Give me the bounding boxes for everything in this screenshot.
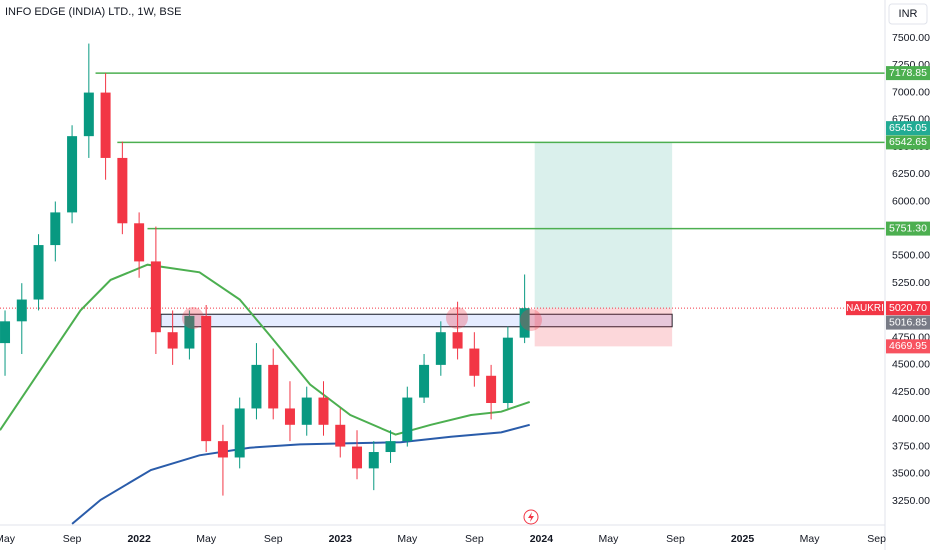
candle-body: [335, 424, 346, 447]
x-tick-label: 2022: [127, 533, 151, 545]
currency: INR: [899, 8, 918, 20]
candle-body: [385, 441, 396, 453]
level-label: 5751.30: [889, 222, 927, 234]
candle-body: [435, 332, 446, 365]
stop-label: 4669.95: [889, 340, 927, 352]
currency-box[interactable]: [888, 3, 928, 25]
candle-body: [402, 397, 413, 442]
x-tick-label: May: [0, 533, 16, 545]
moving-average: [0, 263, 531, 436]
moving-average: [71, 423, 530, 525]
candle-body: [117, 157, 128, 224]
candle-body: [368, 452, 379, 469]
y-tick-label: 3500.00: [892, 468, 930, 480]
stop-label-bg: [886, 339, 930, 354]
y-tick-label: 5500.00: [892, 250, 930, 262]
zone: [160, 313, 673, 328]
y-tick-label: 3250.00: [892, 495, 930, 507]
candle-body: [318, 397, 329, 425]
y-tick-label: 6250.00: [892, 168, 930, 180]
candle-body: [284, 408, 295, 425]
entry-label-bg: [886, 315, 930, 330]
candle-body: [301, 397, 312, 425]
x-tick-label: May: [800, 533, 821, 545]
x-tick-label: May: [397, 533, 418, 545]
symbol-tag-bg: [846, 301, 884, 316]
y-tick-label: 4250.00: [892, 386, 930, 398]
last-price-label-bg: [886, 301, 930, 316]
target-label: 6545.05: [889, 122, 927, 134]
candle-body: [16, 299, 27, 322]
candle-body: [419, 364, 430, 398]
level-label-bg: [886, 66, 930, 81]
level-label: 7178.85: [889, 67, 927, 79]
x-tick-label: Sep: [63, 533, 82, 545]
event-icon[interactable]: [523, 509, 539, 525]
candle-body: [0, 321, 11, 344]
event-icon-bolt: [528, 512, 534, 522]
candle-body: [67, 136, 78, 213]
candle-body: [251, 364, 262, 409]
chart-title: INFO EDGE (INDIA) LTD., 1W, BSE: [5, 6, 181, 18]
symbol-tag: NAUKRI: [846, 303, 884, 314]
level-label: 6542.65: [889, 136, 927, 148]
candle-body: [201, 315, 212, 442]
target-zone: [534, 142, 673, 309]
x-tick-label: Sep: [465, 533, 484, 545]
candle-body: [502, 337, 513, 404]
candle-body: [519, 308, 530, 338]
candle-body: [352, 446, 363, 469]
level-label-bg: [886, 221, 930, 236]
y-tick-label: 3750.00: [892, 440, 930, 452]
x-tick-label: May: [196, 533, 217, 545]
highlight: [520, 309, 542, 331]
entry-label: 5016.85: [889, 316, 927, 328]
level-label-bg: [886, 135, 930, 150]
plot-area: [0, 43, 885, 525]
y-tick-label: 6000.00: [892, 195, 930, 207]
highlight: [446, 307, 468, 329]
y-tick-label: 4500.00: [892, 359, 930, 371]
candle-body: [469, 348, 480, 376]
target-label-bg: [886, 121, 930, 136]
x-tick-label: 2025: [731, 533, 755, 545]
candle-body: [134, 223, 145, 262]
candle-body: [50, 212, 61, 246]
x-tick-label: Sep: [264, 533, 283, 545]
candle-body: [268, 364, 279, 409]
x-tick-label: Sep: [867, 533, 886, 545]
candle-body: [184, 315, 195, 349]
candle-body: [150, 261, 161, 333]
stop-zone: [534, 308, 673, 347]
candle-body: [83, 92, 94, 137]
y-tick-label: 4000.00: [892, 413, 930, 425]
x-tick-label: 2024: [530, 533, 554, 545]
last-price-label: 5020.70: [889, 302, 927, 314]
candle-body: [486, 375, 497, 404]
highlight: [182, 307, 204, 329]
candle-body: [234, 408, 245, 458]
y-tick-label: 7500.00: [892, 32, 930, 44]
candle-body: [33, 245, 44, 300]
candle-body: [452, 332, 463, 349]
y-tick-label: 5250.00: [892, 277, 930, 289]
y-tick-label: 7000.00: [892, 86, 930, 98]
x-tick-label: May: [599, 533, 620, 545]
x-tick-label: Sep: [666, 533, 685, 545]
candle-body: [100, 92, 111, 158]
x-tick-label: 2023: [329, 533, 353, 545]
candle-body: [167, 332, 178, 349]
candle-body: [217, 441, 228, 458]
